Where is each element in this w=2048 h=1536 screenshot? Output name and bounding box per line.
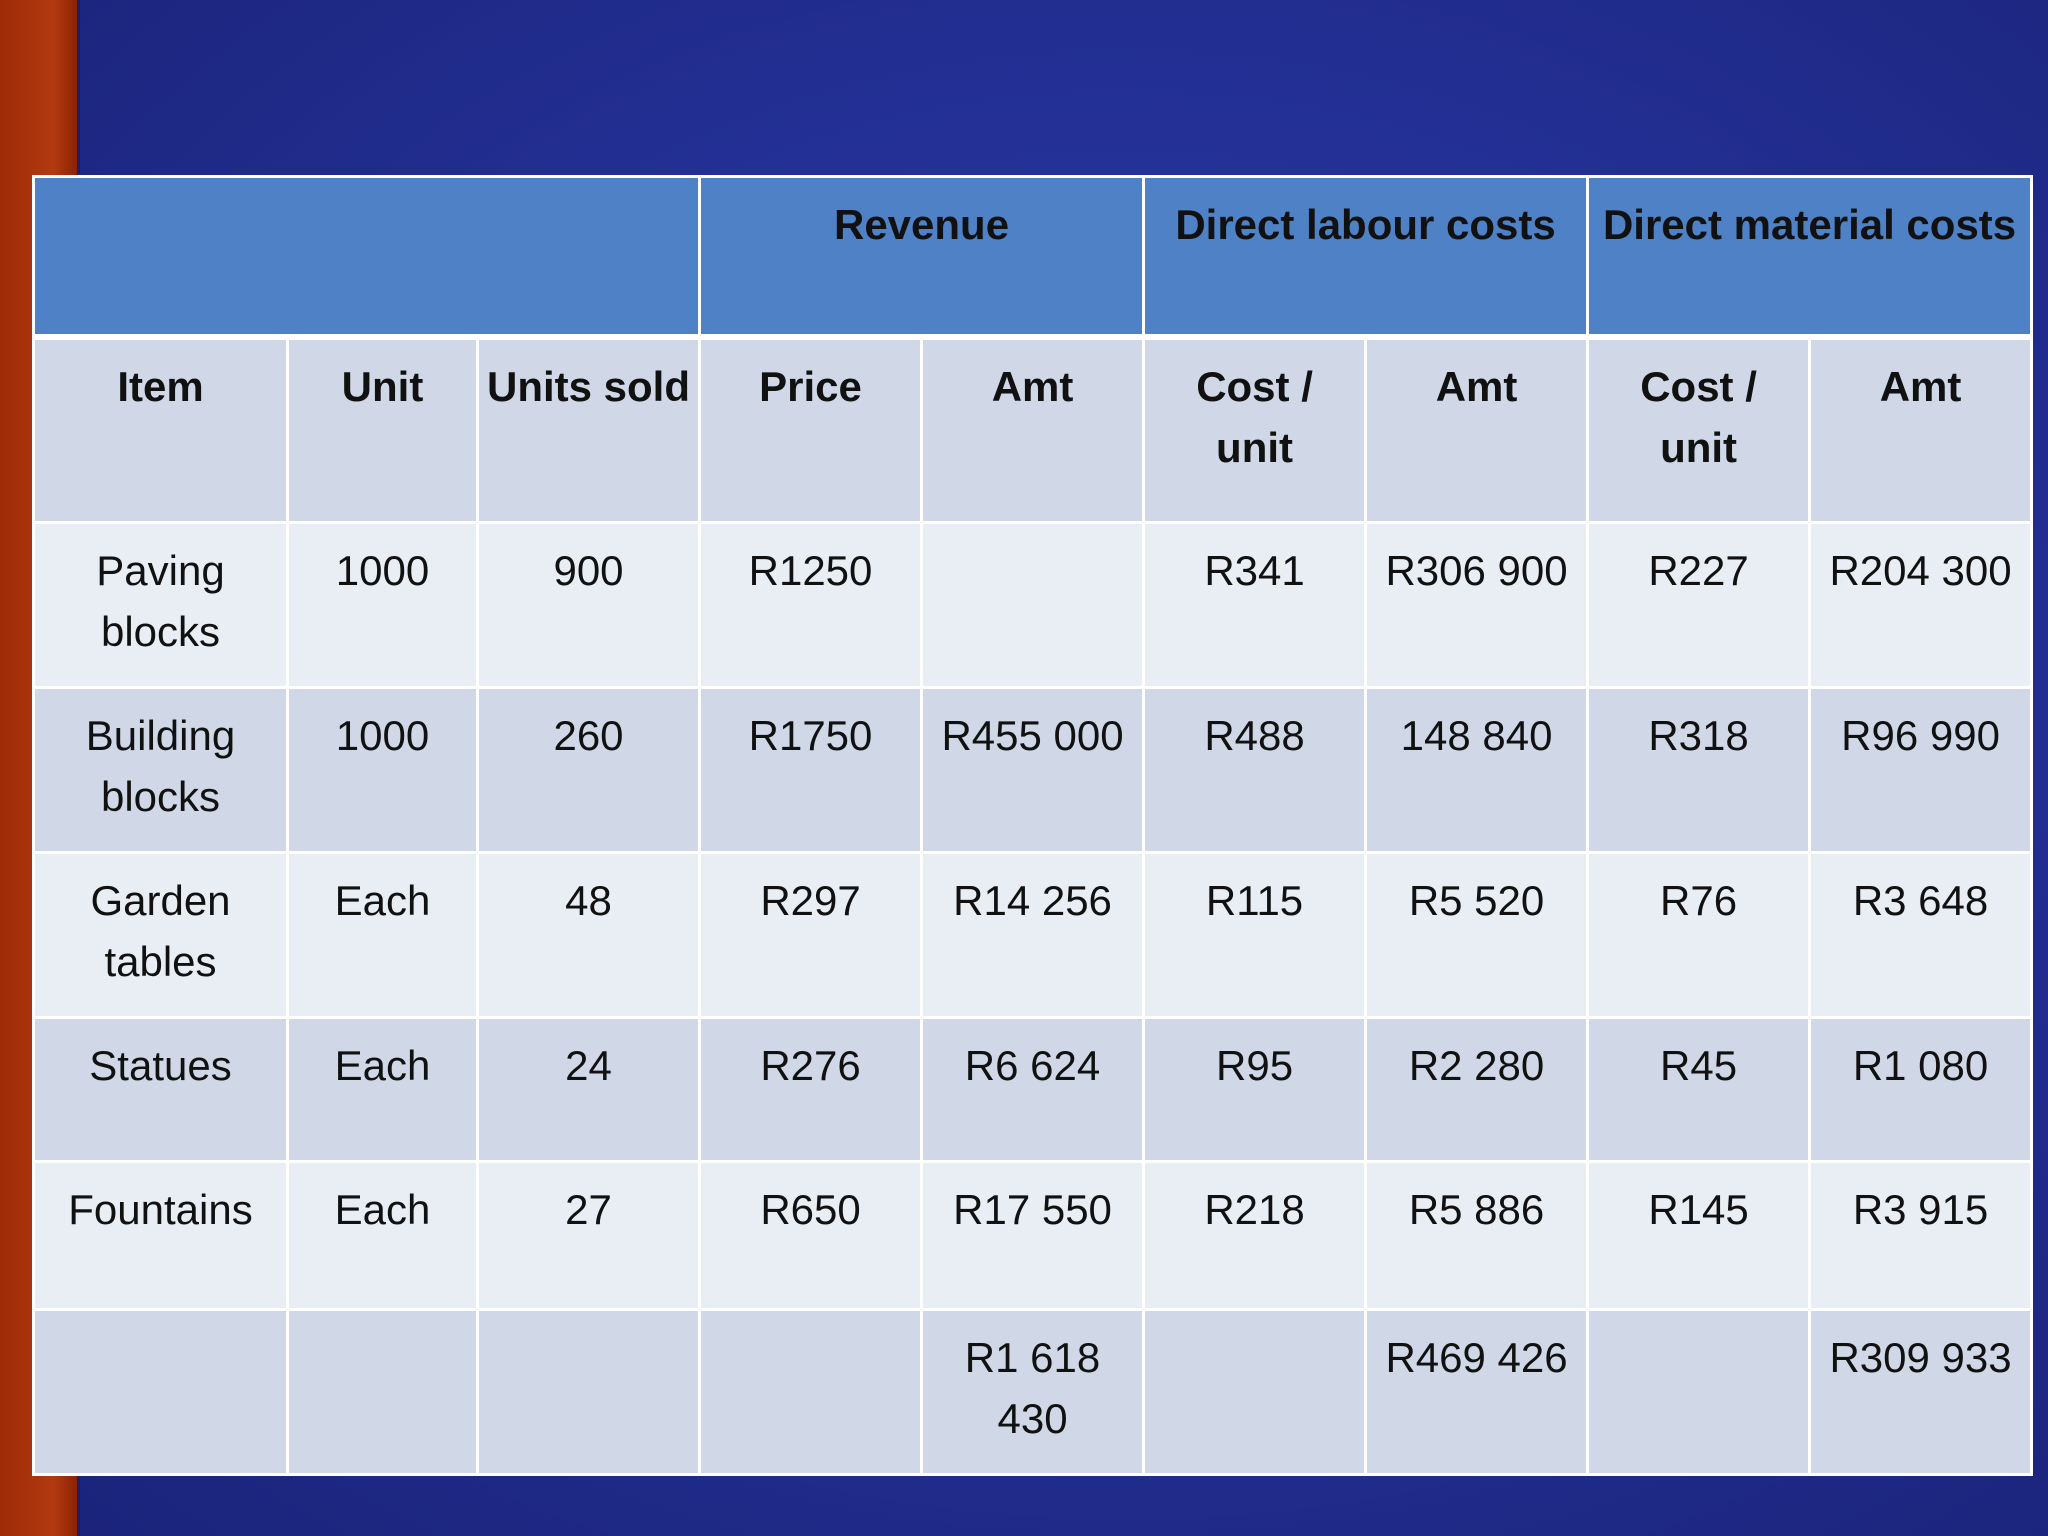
cell-revenue-amt-total: R1 618 430 <box>920 1307 1146 1476</box>
col-header-units-sold: Units sold <box>475 335 702 524</box>
cell-material-amt: R204 300 <box>1808 520 2034 689</box>
cell-unit: Each <box>286 850 479 1019</box>
cell-item: Paving blocks <box>32 520 289 689</box>
cell-units-sold: 24 <box>475 1015 702 1163</box>
cell-units-sold: 48 <box>475 850 702 1019</box>
group-header-direct-labour: Direct labour costs <box>1142 175 1590 338</box>
table-row-statues: Statues Each 24 R276 R6 624 R95 R2 280 R… <box>32 1015 2034 1163</box>
cell-item <box>32 1307 289 1476</box>
col-header-material-amt: Amt <box>1808 335 2034 524</box>
cell-unit: Each <box>286 1159 479 1311</box>
cell-item: Fountains <box>32 1159 289 1311</box>
cell-revenue-amt: R14 256 <box>920 850 1146 1019</box>
cell-labour-amt: R5 520 <box>1364 850 1590 1019</box>
col-header-labour-cost-unit: Cost / unit <box>1142 335 1368 524</box>
table-row-fountains: Fountains Each 27 R650 R17 550 R218 R5 8… <box>32 1159 2034 1311</box>
table-row-totals: R1 618 430 R469 426 R309 933 <box>32 1307 2034 1476</box>
cell-labour-cost-unit: R488 <box>1142 685 1368 854</box>
cell-material-cost-unit: R45 <box>1586 1015 1812 1163</box>
group-header-row: Revenue Direct labour costs Direct mater… <box>31 175 2034 338</box>
cell-material-amt: R96 990 <box>1808 685 2034 854</box>
col-header-labour-amt: Amt <box>1364 335 1590 524</box>
cell-item: Statues <box>32 1015 289 1163</box>
group-header-revenue: Revenue <box>698 175 1146 338</box>
cell-item: Building blocks <box>32 685 289 854</box>
col-header-item: Item <box>32 335 289 524</box>
cell-material-cost-unit: R227 <box>1586 520 1812 689</box>
group-header-blank <box>31 175 702 338</box>
group-header-direct-material: Direct material costs <box>1586 175 2034 338</box>
cost-table: Revenue Direct labour costs Direct mater… <box>31 175 2034 1476</box>
col-header-revenue-amt: Amt <box>920 335 1146 524</box>
cell-labour-cost-unit: R341 <box>1142 520 1368 689</box>
cell-material-cost-unit: R76 <box>1586 850 1812 1019</box>
cell-units-sold: 27 <box>475 1159 702 1311</box>
table-row-paving-blocks: Paving blocks 1000 900 R1250 R341 R306 9… <box>32 520 2034 689</box>
cell-material-cost-unit: R318 <box>1586 685 1812 854</box>
cell-unit <box>286 1307 479 1476</box>
cell-units-sold: 260 <box>475 685 702 854</box>
cell-units-sold: 900 <box>475 520 702 689</box>
col-header-material-cost-unit: Cost / unit <box>1586 335 1812 524</box>
cell-labour-cost-unit: R218 <box>1142 1159 1368 1311</box>
table-row-building-blocks: Building blocks 1000 260 R1750 R455 000 … <box>32 685 2034 854</box>
cell-labour-amt-total: R469 426 <box>1364 1307 1590 1476</box>
cell-price: R297 <box>698 850 924 1019</box>
cell-revenue-amt: R17 550 <box>920 1159 1146 1311</box>
cell-unit: 1000 <box>286 685 479 854</box>
cell-material-cost-unit: R145 <box>1586 1159 1812 1311</box>
cell-item: Garden tables <box>32 850 289 1019</box>
cell-material-amt-total: R309 933 <box>1808 1307 2034 1476</box>
cell-material-cost-unit <box>1586 1307 1812 1476</box>
cell-labour-amt: R306 900 <box>1364 520 1590 689</box>
cell-price <box>698 1307 924 1476</box>
cell-price: R276 <box>698 1015 924 1163</box>
table-row-garden-tables: Garden tables Each 48 R297 R14 256 R115 … <box>32 850 2034 1019</box>
cell-unit: Each <box>286 1015 479 1163</box>
col-header-unit: Unit <box>286 335 479 524</box>
cell-revenue-amt: R455 000 <box>920 685 1146 854</box>
column-header-row: Item Unit Units sold Price Amt Cost / un… <box>32 335 2034 524</box>
cell-labour-amt: R5 886 <box>1364 1159 1590 1311</box>
cell-material-amt: R1 080 <box>1808 1015 2034 1163</box>
col-header-price: Price <box>698 335 924 524</box>
cell-labour-amt: R2 280 <box>1364 1015 1590 1163</box>
cell-revenue-amt: R6 624 <box>920 1015 1146 1163</box>
cell-unit: 1000 <box>286 520 479 689</box>
cell-units-sold <box>475 1307 702 1476</box>
cell-material-amt: R3 648 <box>1808 850 2034 1019</box>
cell-labour-amt: 148 840 <box>1364 685 1590 854</box>
cell-material-amt: R3 915 <box>1808 1159 2034 1311</box>
cell-price: R650 <box>698 1159 924 1311</box>
cell-labour-cost-unit: R95 <box>1142 1015 1368 1163</box>
cell-price: R1250 <box>698 520 924 689</box>
cell-labour-cost-unit: R115 <box>1142 850 1368 1019</box>
cell-labour-cost-unit <box>1142 1307 1368 1476</box>
cell-revenue-amt <box>920 520 1146 689</box>
cell-price: R1750 <box>698 685 924 854</box>
